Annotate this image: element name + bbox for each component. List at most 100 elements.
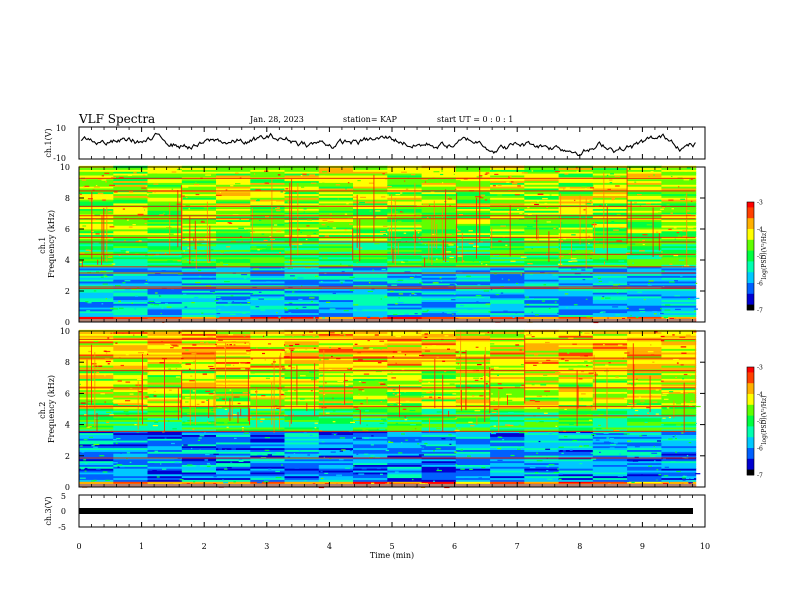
spectrogram-cell xyxy=(147,171,183,174)
spectrogram-speckle xyxy=(572,439,578,442)
spectrogram-speckle xyxy=(313,317,316,319)
spectrogram-cell xyxy=(79,417,114,420)
spectrogram-speckle xyxy=(102,283,108,285)
spectrogram-cell xyxy=(113,268,149,271)
spectrogram-speckle xyxy=(401,309,406,311)
spectrogram-cell xyxy=(627,303,662,306)
spectrogram-cell xyxy=(524,378,560,381)
spectrogram-speckle xyxy=(637,194,642,196)
spectrogram-speckle xyxy=(634,446,640,448)
spectrogram-speckle xyxy=(185,397,191,399)
spectrogram-speckle xyxy=(567,352,570,354)
spectrogram-cell xyxy=(113,243,149,247)
spectrogram-cell xyxy=(284,282,320,286)
spectrogram-cell xyxy=(181,344,217,347)
spectrogram-cell xyxy=(627,397,662,400)
spectrogram-speckle xyxy=(498,397,501,399)
spectrogram-cell xyxy=(627,193,662,196)
spectrogram-cell xyxy=(558,419,594,422)
spectrogram-cell xyxy=(387,208,423,211)
spectrogram-speckle xyxy=(352,412,359,414)
spectrogram-cell xyxy=(250,372,286,376)
spectrogram-cell xyxy=(147,245,183,248)
spectrogram-speckle xyxy=(681,352,687,354)
spectrogram-cell xyxy=(216,281,251,284)
spectrogram-cell xyxy=(387,458,423,462)
spectrogram-cell xyxy=(558,453,594,456)
spectrogram-speckle xyxy=(497,383,502,385)
spectrogram-speckle xyxy=(510,260,516,262)
spectrogram-speckle xyxy=(264,437,270,439)
colorbar-swatch xyxy=(747,229,754,233)
spectrogram-cell xyxy=(592,472,628,475)
spectrogram-speckle xyxy=(608,281,614,283)
spectrogram-cell xyxy=(79,188,114,191)
spectrogram-cell xyxy=(79,197,114,200)
spectrogram-speckle xyxy=(628,460,634,462)
spectrogram-cell xyxy=(250,275,286,278)
spectrogram-speckle xyxy=(610,444,616,446)
spectrogram-cell xyxy=(661,225,697,228)
spectrogram-cell xyxy=(250,415,286,419)
spectrogram-cell xyxy=(592,458,628,462)
spectrogram-speckle xyxy=(601,297,604,299)
spectrogram-speckle xyxy=(537,407,541,409)
spectrogram-speckle xyxy=(182,421,186,423)
spectrogram-cell xyxy=(592,316,628,319)
spectrogram-speckle xyxy=(156,476,160,478)
spectrogram-cell xyxy=(250,305,286,308)
spectrogram-cell xyxy=(113,275,149,278)
spectrogram-cell xyxy=(627,219,662,222)
spectrogram-speckle xyxy=(282,390,288,392)
spectrogram-cell xyxy=(181,240,217,243)
spectrogram-speckle xyxy=(493,399,495,402)
spectrogram-cell xyxy=(250,417,286,420)
spectrogram-cell xyxy=(421,402,457,406)
spectrogram-cell xyxy=(627,402,662,406)
spectrogram-cell xyxy=(455,473,491,477)
spectrogram-cell xyxy=(181,245,217,248)
spectrogram-cell xyxy=(421,305,457,308)
spectrogram-speckle xyxy=(492,427,494,429)
spectrogram-speckle xyxy=(547,478,553,480)
spectrogram-cell xyxy=(284,197,320,200)
spectrogram-cell xyxy=(627,342,662,346)
spectrogram-cell xyxy=(318,297,354,301)
spectrogram-speckle xyxy=(221,181,226,183)
spectrogram-cell xyxy=(216,191,251,195)
spectrogram-cell xyxy=(592,473,628,477)
spectrogram-speckle xyxy=(400,192,403,194)
spectrogram-cell xyxy=(558,385,594,389)
colorbar-swatch xyxy=(747,218,754,222)
spectrogram-cell xyxy=(490,470,525,473)
spectrogram-cell xyxy=(387,230,423,234)
spectrogram-speckle xyxy=(305,267,311,269)
spectrogram-speckle xyxy=(405,439,408,441)
colorbar-swatch xyxy=(747,245,754,249)
spectrogram-speckle xyxy=(160,463,162,465)
spectrogram-speckle xyxy=(120,250,127,252)
sferic-streak xyxy=(652,207,654,257)
spectrogram-speckle xyxy=(634,266,640,269)
spectrogram-cell xyxy=(387,223,423,226)
spectrogram-cell xyxy=(661,462,697,465)
spectrogram-cell xyxy=(387,382,423,385)
spectrogram-cell xyxy=(558,210,594,213)
spectrogram-cell xyxy=(318,216,354,219)
spectrogram-speckle xyxy=(395,422,398,425)
spectrogram-cell xyxy=(421,449,457,452)
spectrogram-cell xyxy=(455,294,491,297)
spectrogram-cell xyxy=(661,389,697,392)
spectrogram-speckle xyxy=(527,207,530,209)
spectrogram-cell xyxy=(250,178,286,182)
spectrogram-cell xyxy=(387,316,423,319)
spectrogram-cell xyxy=(353,402,388,406)
spectrogram-cell xyxy=(455,229,491,232)
colorbar-swatch xyxy=(747,293,754,297)
spectrogram-cell xyxy=(284,229,320,232)
spectrogram-cell xyxy=(216,385,251,389)
spectrogram-cell xyxy=(318,309,354,312)
spectrogram-cell xyxy=(524,449,560,452)
spectrogram-cell xyxy=(284,225,320,228)
spectrogram-cell xyxy=(627,341,662,344)
